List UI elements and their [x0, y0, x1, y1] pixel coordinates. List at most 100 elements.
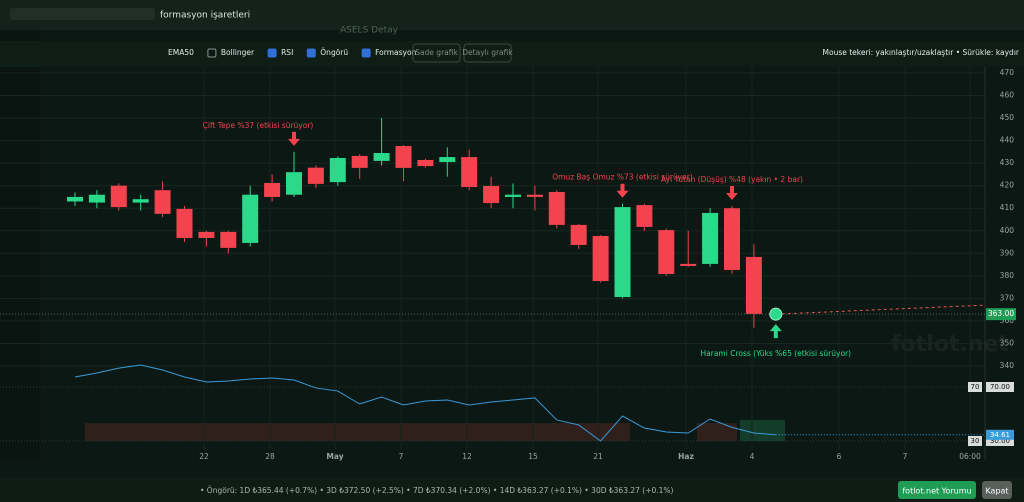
- x-tick-label: 4: [750, 452, 755, 461]
- candle-body: [658, 230, 675, 275]
- toggle-label[interactable]: Formasyon: [375, 48, 416, 57]
- rsi-current-label: 34.61: [990, 431, 1010, 439]
- candle-body: [636, 205, 653, 227]
- rsi-signal-zone: [740, 420, 785, 441]
- candle-body: [417, 159, 434, 167]
- rsi-current-tag: [986, 429, 1014, 440]
- y-tick-label: 460: [1000, 91, 1015, 100]
- pattern-arrow: [726, 185, 738, 200]
- rsi-oversold-zone: [697, 423, 737, 441]
- x-tick-label: 15: [528, 452, 538, 461]
- rsi-level: 70: [971, 383, 980, 391]
- rsi-level-box: [968, 382, 982, 392]
- toggle-label[interactable]: Öngörü: [320, 48, 348, 57]
- y-tick-label: 350: [1000, 338, 1015, 347]
- checkbox[interactable]: [306, 48, 316, 58]
- y-tick-label: 390: [1000, 248, 1015, 257]
- pattern-arrow: [616, 183, 629, 198]
- x-tick-label: 22: [199, 452, 209, 461]
- candle-body: [67, 196, 83, 202]
- candle-body: [614, 207, 631, 298]
- candle-body: [286, 172, 302, 195]
- hint: Mouse tekeri: yakınlaştır/uzaklaştır • S…: [823, 48, 1020, 57]
- x-tick-label: Haz: [678, 452, 694, 461]
- candle-body: [220, 231, 237, 248]
- rsi-level-box: [968, 436, 982, 446]
- chart-title: ASELS Detay: [340, 26, 399, 36]
- y-tick-label: 380: [1000, 271, 1015, 280]
- candle-body: [526, 194, 543, 197]
- candle-body: [505, 194, 521, 197]
- toolbar: [0, 41, 1024, 67]
- pattern-arrow: [769, 324, 782, 339]
- checkbox[interactable]: [207, 48, 217, 58]
- x-tick-label: 21: [593, 452, 603, 461]
- pattern-arrow: [288, 131, 300, 146]
- candle-body: [592, 235, 609, 282]
- watermark: fotlot.net: [891, 332, 1009, 357]
- candle-body: [351, 155, 368, 168]
- close-button-label[interactable]: Kapat: [985, 487, 1008, 496]
- checkbox[interactable]: [267, 48, 277, 58]
- candle-body: [176, 208, 193, 238]
- pattern-label: Harami Cross (Yüks %65 (etkisi sürüyor): [701, 349, 852, 358]
- close-button[interactable]: [982, 481, 1012, 499]
- rsi-oversold-zone: [85, 423, 630, 441]
- forecast-summary: • Öngörü: 1D ₺365.44 (+0.7%) • 3D ₺372.5…: [200, 486, 674, 495]
- y-tick-label: 410: [1000, 203, 1015, 212]
- x-tick-label: 7: [399, 452, 404, 461]
- x-tick-label: 12: [462, 452, 472, 461]
- comment-button[interactable]: [898, 481, 976, 499]
- title-bar: [0, 0, 1024, 30]
- toggle-label[interactable]: RSI: [281, 48, 293, 57]
- window-title: formasyon işaretleri: [160, 11, 250, 21]
- y-tick-label: 370: [1000, 293, 1015, 302]
- y-tick-label: 440: [1000, 136, 1015, 145]
- rsi-level-box: [986, 382, 1014, 392]
- candle-body: [373, 153, 390, 161]
- toolbar-button-label[interactable]: Sade grafik: [415, 48, 458, 57]
- rsi-level-label: 30.00: [990, 437, 1010, 445]
- rsi-level-label: 70.00: [990, 383, 1010, 391]
- x-tick-label: May: [326, 452, 343, 461]
- rsi-level: 30: [971, 437, 980, 445]
- footer-bar: [0, 478, 1024, 502]
- candle-body: [329, 157, 346, 183]
- pattern-label: Ayı Yutan (Düşüş) %48 (yakın • 2 bar): [661, 175, 803, 184]
- pattern-label: Çift Tepe %37 (etkisi sürüyor): [203, 121, 314, 130]
- candle-body: [724, 208, 740, 270]
- toolbar-button-label[interactable]: Detaylı grafik: [462, 48, 513, 57]
- candle-body: [745, 256, 762, 314]
- candle-body: [439, 157, 456, 163]
- candle-body: [395, 146, 412, 168]
- candle-body: [483, 185, 500, 204]
- candle-body: [198, 231, 215, 238]
- candle-body: [132, 199, 149, 203]
- x-tick-label: 28: [265, 452, 275, 461]
- rsi-line: [74, 364, 776, 442]
- candle-body: [264, 182, 281, 197]
- candle-body: [702, 212, 719, 264]
- x-tick-label: 06:00: [959, 452, 981, 461]
- checkbox[interactable]: [361, 48, 371, 58]
- comment-button-label[interactable]: fotlot.net Yorumu: [902, 487, 971, 496]
- candle-body: [570, 224, 587, 245]
- y-tick-label: 470: [1000, 68, 1015, 77]
- price-tag-label: 363.00: [988, 309, 1014, 318]
- toggle-label[interactable]: Bollinger: [221, 48, 255, 57]
- candle-body: [680, 263, 697, 266]
- blurred-sidebar: [0, 30, 40, 460]
- y-tick-label: 450: [1000, 113, 1015, 122]
- candle-body: [548, 192, 565, 225]
- candle-body: [110, 185, 127, 208]
- price-tag: [986, 308, 1016, 321]
- pattern-label: Omuz Baş Omuz %73 (etkisi sürüyor): [552, 173, 693, 182]
- y-tick-label: 360: [1000, 316, 1015, 325]
- toolbar-button[interactable]: [463, 43, 512, 63]
- candle-body: [242, 194, 259, 243]
- toolbar-button[interactable]: [412, 43, 461, 63]
- toggle-label[interactable]: EMA50: [168, 48, 194, 57]
